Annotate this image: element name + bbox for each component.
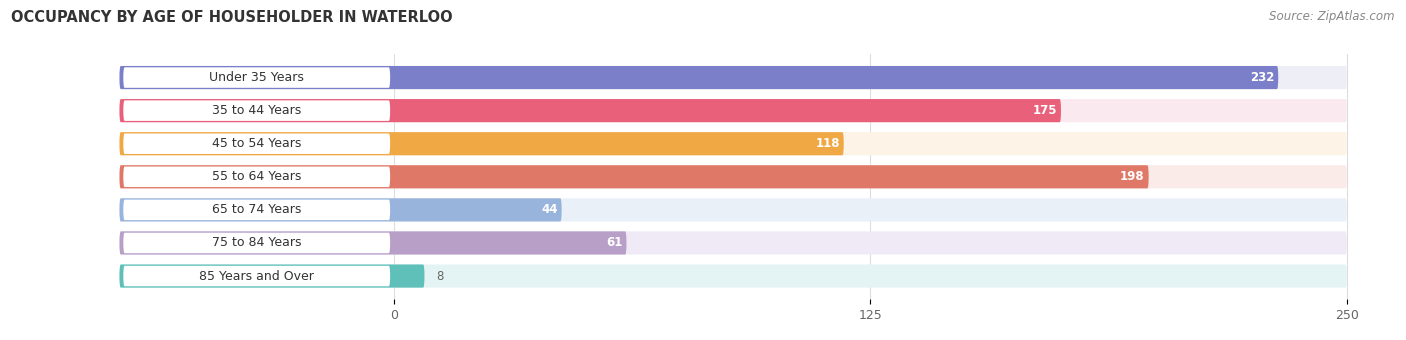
FancyBboxPatch shape bbox=[124, 266, 389, 286]
Text: 61: 61 bbox=[606, 236, 623, 250]
FancyBboxPatch shape bbox=[124, 134, 389, 154]
FancyBboxPatch shape bbox=[120, 198, 1347, 221]
Text: 55 to 64 Years: 55 to 64 Years bbox=[212, 170, 301, 183]
FancyBboxPatch shape bbox=[120, 232, 1347, 255]
Text: 44: 44 bbox=[541, 203, 558, 216]
Text: 8: 8 bbox=[436, 270, 443, 283]
Text: Under 35 Years: Under 35 Years bbox=[209, 71, 304, 84]
FancyBboxPatch shape bbox=[120, 132, 844, 155]
Text: 118: 118 bbox=[815, 137, 839, 150]
FancyBboxPatch shape bbox=[120, 265, 425, 288]
Text: 175: 175 bbox=[1032, 104, 1057, 117]
FancyBboxPatch shape bbox=[120, 66, 1347, 89]
FancyBboxPatch shape bbox=[124, 67, 389, 88]
Text: 45 to 54 Years: 45 to 54 Years bbox=[212, 137, 301, 150]
FancyBboxPatch shape bbox=[120, 265, 1347, 288]
Text: 198: 198 bbox=[1121, 170, 1144, 183]
FancyBboxPatch shape bbox=[120, 198, 561, 221]
FancyBboxPatch shape bbox=[124, 100, 389, 121]
FancyBboxPatch shape bbox=[124, 200, 389, 220]
Text: 75 to 84 Years: 75 to 84 Years bbox=[212, 236, 301, 250]
Text: Source: ZipAtlas.com: Source: ZipAtlas.com bbox=[1270, 10, 1395, 23]
FancyBboxPatch shape bbox=[120, 99, 1062, 122]
FancyBboxPatch shape bbox=[124, 233, 389, 253]
Text: 35 to 44 Years: 35 to 44 Years bbox=[212, 104, 301, 117]
FancyBboxPatch shape bbox=[120, 99, 1347, 122]
FancyBboxPatch shape bbox=[124, 167, 389, 187]
FancyBboxPatch shape bbox=[120, 66, 1278, 89]
Text: OCCUPANCY BY AGE OF HOUSEHOLDER IN WATERLOO: OCCUPANCY BY AGE OF HOUSEHOLDER IN WATER… bbox=[11, 10, 453, 25]
FancyBboxPatch shape bbox=[120, 132, 1347, 155]
FancyBboxPatch shape bbox=[120, 232, 627, 255]
FancyBboxPatch shape bbox=[120, 165, 1149, 188]
Text: 65 to 74 Years: 65 to 74 Years bbox=[212, 203, 301, 216]
Text: 85 Years and Over: 85 Years and Over bbox=[200, 270, 314, 283]
Text: 232: 232 bbox=[1250, 71, 1274, 84]
FancyBboxPatch shape bbox=[120, 165, 1347, 188]
